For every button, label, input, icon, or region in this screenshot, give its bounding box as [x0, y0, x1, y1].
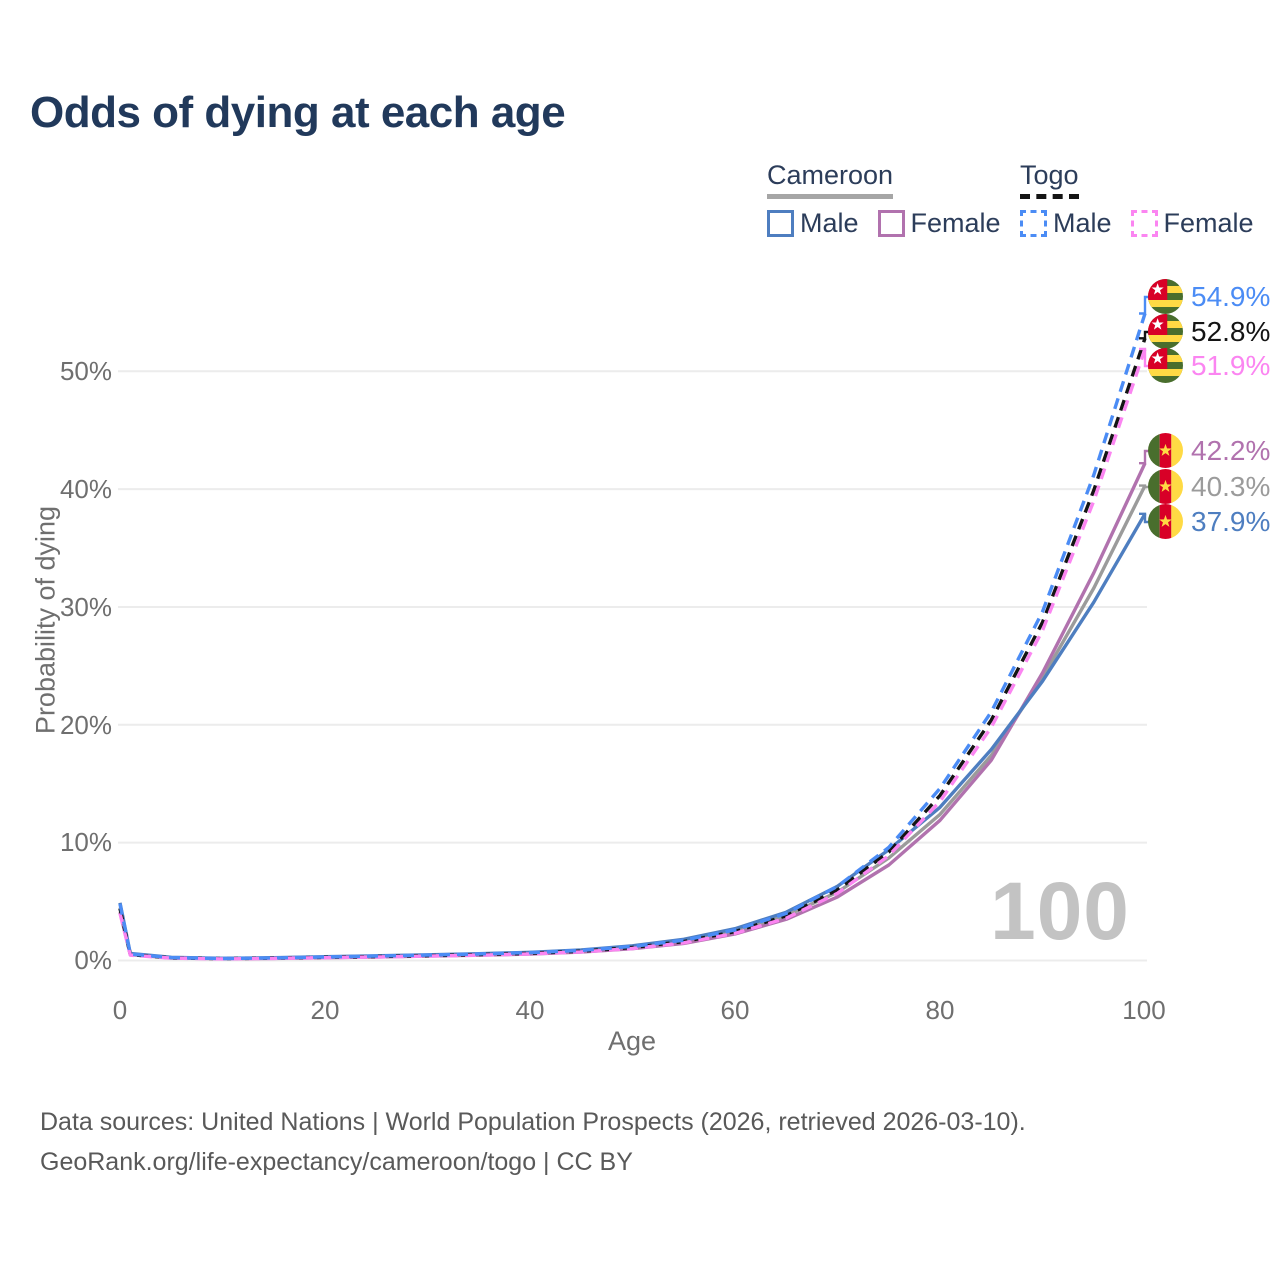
- value-label: 52.8%: [1191, 315, 1271, 347]
- cameroon-flag-icon: [1148, 504, 1183, 539]
- end-label-togo-female: 51.9%: [1148, 348, 1270, 383]
- legend-label: Male: [800, 208, 859, 238]
- end-label-togo-male: 54.9%: [1148, 279, 1270, 314]
- legend-label: Female: [1163, 208, 1254, 238]
- legend-label: Male: [1053, 208, 1112, 238]
- series-line-togo-male: [118, 312, 1147, 961]
- x-tick-60: 60: [720, 995, 750, 1025]
- togo-flag-icon: [1148, 348, 1183, 383]
- end-label-togo-both: 52.8%: [1148, 314, 1270, 349]
- value-label: 40.3%: [1191, 470, 1271, 502]
- x-tick-20: 20: [310, 995, 340, 1025]
- label-connector: [1139, 295, 1151, 315]
- y-tick-20: 20%: [59, 710, 112, 740]
- x-tick-40: 40: [515, 995, 545, 1025]
- y-tick-50: 50%: [59, 356, 112, 386]
- value-label: 37.9%: [1191, 505, 1271, 537]
- togo-flag-icon: [1148, 279, 1183, 314]
- legend-item-cameroon-male: Male: [767, 208, 859, 239]
- legend-item-togo-female: Female: [1130, 208, 1254, 239]
- value-label: 54.9%: [1191, 280, 1271, 312]
- data-source-text: Data sources: United Nations | World Pop…: [40, 1108, 1026, 1136]
- x-axis-title: Age: [607, 1026, 657, 1056]
- y-tick-0: 0%: [74, 945, 112, 975]
- legend-label: Female: [910, 208, 1001, 238]
- value-label: 42.2%: [1191, 434, 1271, 466]
- legend-country-togo: Togo: [1020, 160, 1079, 199]
- legend-group-cameroon: Cameroon Male Female: [767, 160, 1001, 239]
- togo-female-swatch-icon: [1130, 210, 1158, 237]
- legend-row-togo: Male Female: [1020, 208, 1254, 239]
- age-watermark: 100: [990, 866, 1130, 957]
- cameroon-male-swatch-icon: [767, 210, 794, 237]
- series-line-togo-female: [118, 348, 1147, 961]
- y-tick-10: 10%: [59, 827, 112, 857]
- legend-country-cameroon: Cameroon: [767, 160, 894, 199]
- value-label: 51.9%: [1191, 349, 1271, 381]
- label-connector: [1139, 347, 1151, 368]
- togo-flag-icon: [1148, 314, 1183, 349]
- x-tick-100: 100: [1122, 995, 1166, 1025]
- label-connector: [1139, 330, 1151, 340]
- legend-item-togo-male: Male: [1020, 208, 1112, 239]
- y-tick-40: 40%: [59, 474, 112, 504]
- label-connector: [1139, 484, 1151, 489]
- y-tick-30: 30%: [59, 592, 112, 622]
- end-label-cameroon-female: 42.2%: [1148, 433, 1270, 468]
- legend-group-togo: Togo Male Female: [1020, 160, 1254, 239]
- attribution-text: GeoRank.org/life-expectancy/cameroon/tog…: [40, 1148, 633, 1176]
- end-label-cameroon-both: 40.3%: [1148, 469, 1270, 504]
- end-label-cameroon-male: 37.9%: [1148, 504, 1270, 539]
- label-connector: [1139, 449, 1151, 465]
- cameroon-flag-icon: [1148, 469, 1183, 504]
- y-axis-title: Probability of dying: [30, 505, 61, 735]
- cameroon-flag-icon: [1148, 433, 1183, 468]
- cameroon-female-swatch-icon: [877, 210, 905, 237]
- label-connector: [1139, 512, 1151, 524]
- page-title: Odds of dying at each age: [30, 88, 566, 137]
- x-tick-0: 0: [112, 995, 128, 1025]
- legend-item-cameroon-female: Female: [877, 208, 1001, 239]
- legend-row-cameroon: Male Female: [767, 208, 1001, 239]
- x-tick-80: 80: [925, 995, 955, 1025]
- togo-male-swatch-icon: [1020, 210, 1047, 237]
